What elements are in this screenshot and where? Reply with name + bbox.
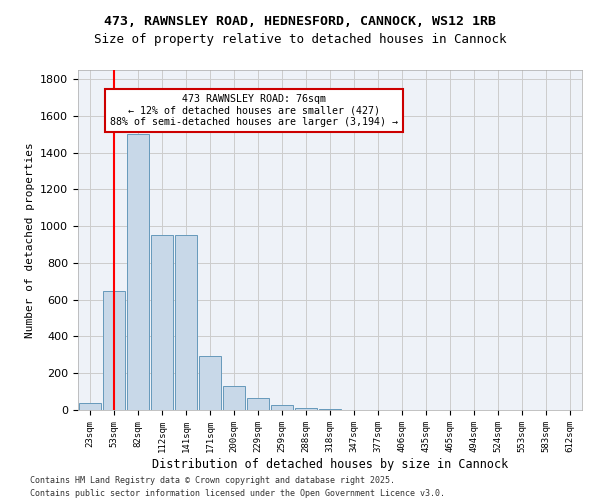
Text: 473 RAWNSLEY ROAD: 76sqm
← 12% of detached houses are smaller (427)
88% of semi-: 473 RAWNSLEY ROAD: 76sqm ← 12% of detach…: [110, 94, 398, 127]
Bar: [319, 409, 341, 410]
Bar: [295, 408, 317, 410]
Text: 473, RAWNSLEY ROAD, HEDNESFORD, CANNOCK, WS12 1RB: 473, RAWNSLEY ROAD, HEDNESFORD, CANNOCK,…: [104, 15, 496, 28]
Bar: [223, 386, 245, 410]
Text: Size of property relative to detached houses in Cannock: Size of property relative to detached ho…: [94, 32, 506, 46]
Bar: [175, 236, 197, 410]
Bar: [271, 406, 293, 410]
Bar: [79, 402, 101, 410]
Y-axis label: Number of detached properties: Number of detached properties: [25, 142, 35, 338]
Bar: [247, 398, 269, 410]
Bar: [151, 236, 173, 410]
Bar: [127, 134, 149, 410]
Bar: [103, 290, 125, 410]
Bar: [199, 356, 221, 410]
Text: Contains public sector information licensed under the Open Government Licence v3: Contains public sector information licen…: [30, 488, 445, 498]
X-axis label: Distribution of detached houses by size in Cannock: Distribution of detached houses by size …: [152, 458, 508, 470]
Text: Contains HM Land Registry data © Crown copyright and database right 2025.: Contains HM Land Registry data © Crown c…: [30, 476, 395, 485]
